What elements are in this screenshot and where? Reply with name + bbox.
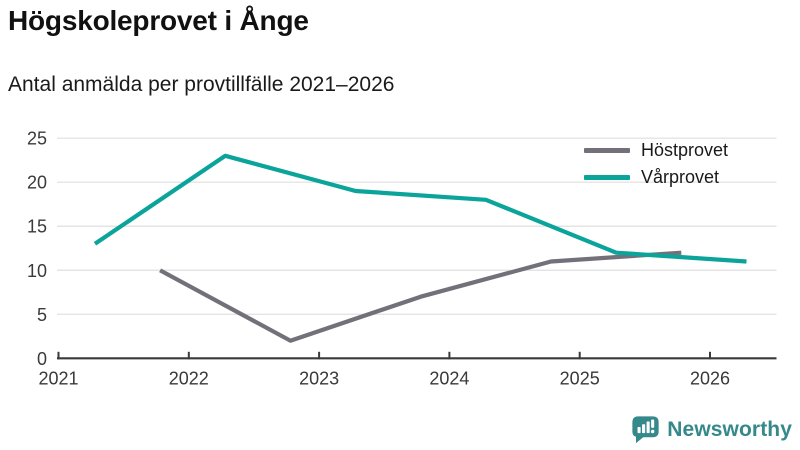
y-tick-label-25: 25 [27, 129, 47, 149]
chart-title: Högskoleprovet i Ånge [8, 5, 309, 36]
y-tick-label-0: 0 [37, 349, 47, 369]
x-tick-label-2024: 2024 [429, 368, 469, 388]
footer-branding: Newsworthy [631, 415, 792, 444]
y-tick-label-10: 10 [27, 261, 47, 281]
x-tick-label-2022: 2022 [169, 368, 209, 388]
chart-subtitle: Antal anmälda per provtillfälle 2021–202… [8, 73, 395, 96]
varprovet-line-swatch-icon [583, 174, 630, 180]
newsworthy-logo-icon [631, 415, 660, 444]
newsworthy-brand-text: Newsworthy [667, 417, 792, 441]
x-tick-label-2026: 2026 [690, 368, 730, 388]
hostprovet-line-swatch-icon [583, 147, 630, 153]
y-tick-label-15: 15 [27, 217, 47, 237]
legend-item-hostprovet: Höstprovet [583, 139, 728, 160]
x-tick-label-2021: 2021 [38, 368, 78, 388]
chart-legend: Höstprovet Vårprovet [583, 139, 728, 187]
x-tick-label-2023: 2023 [299, 368, 339, 388]
x-tick-label-2025: 2025 [560, 368, 600, 388]
legend-item-varprovet: Vårprovet [583, 166, 728, 187]
y-tick-label-20: 20 [27, 173, 47, 193]
series-line-hstprovet [159, 250, 682, 343]
legend-label-hostprovet: Höstprovet [640, 139, 728, 160]
chart-header: Högskoleprovet i Ånge Antal anmälda per … [8, 4, 394, 96]
legend-label-varprovet: Vårprovet [640, 166, 719, 187]
series-line-vrprovet [93, 153, 747, 264]
y-tick-label-5: 5 [37, 305, 47, 325]
